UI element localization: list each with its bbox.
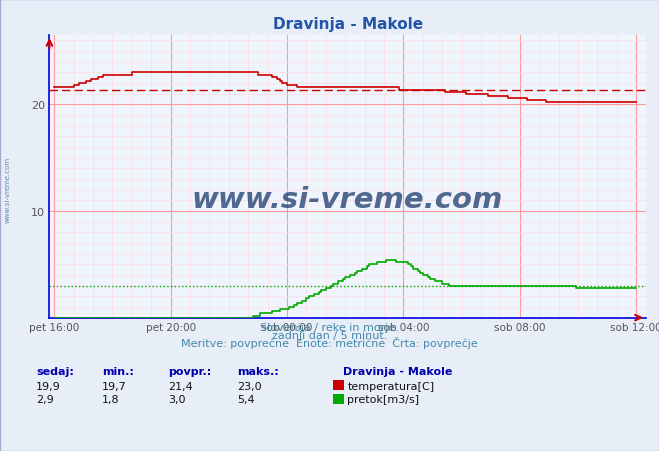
Text: pretok[m3/s]: pretok[m3/s] [347, 394, 419, 404]
Text: 2,9: 2,9 [36, 394, 54, 404]
Text: Meritve: povprečne  Enote: metrične  Črta: povprečje: Meritve: povprečne Enote: metrične Črta:… [181, 336, 478, 348]
Text: 23,0: 23,0 [237, 381, 262, 391]
Text: 19,7: 19,7 [102, 381, 127, 391]
Text: sedaj:: sedaj: [36, 366, 74, 376]
Text: www.si-vreme.com: www.si-vreme.com [192, 186, 503, 213]
Text: temperatura[C]: temperatura[C] [347, 381, 434, 391]
Text: 5,4: 5,4 [237, 394, 255, 404]
Text: Slovenija / reke in morje.: Slovenija / reke in morje. [260, 322, 399, 332]
Text: 1,8: 1,8 [102, 394, 120, 404]
Text: www.si-vreme.com: www.si-vreme.com [5, 156, 11, 222]
Text: min.:: min.: [102, 366, 134, 376]
Text: povpr.:: povpr.: [168, 366, 212, 376]
Text: zadnji dan / 5 minut.: zadnji dan / 5 minut. [272, 330, 387, 340]
Text: 21,4: 21,4 [168, 381, 193, 391]
Text: 19,9: 19,9 [36, 381, 61, 391]
Text: Dravinja - Makole: Dravinja - Makole [343, 366, 452, 376]
Title: Dravinja - Makole: Dravinja - Makole [273, 17, 422, 32]
Text: maks.:: maks.: [237, 366, 279, 376]
Text: 3,0: 3,0 [168, 394, 186, 404]
